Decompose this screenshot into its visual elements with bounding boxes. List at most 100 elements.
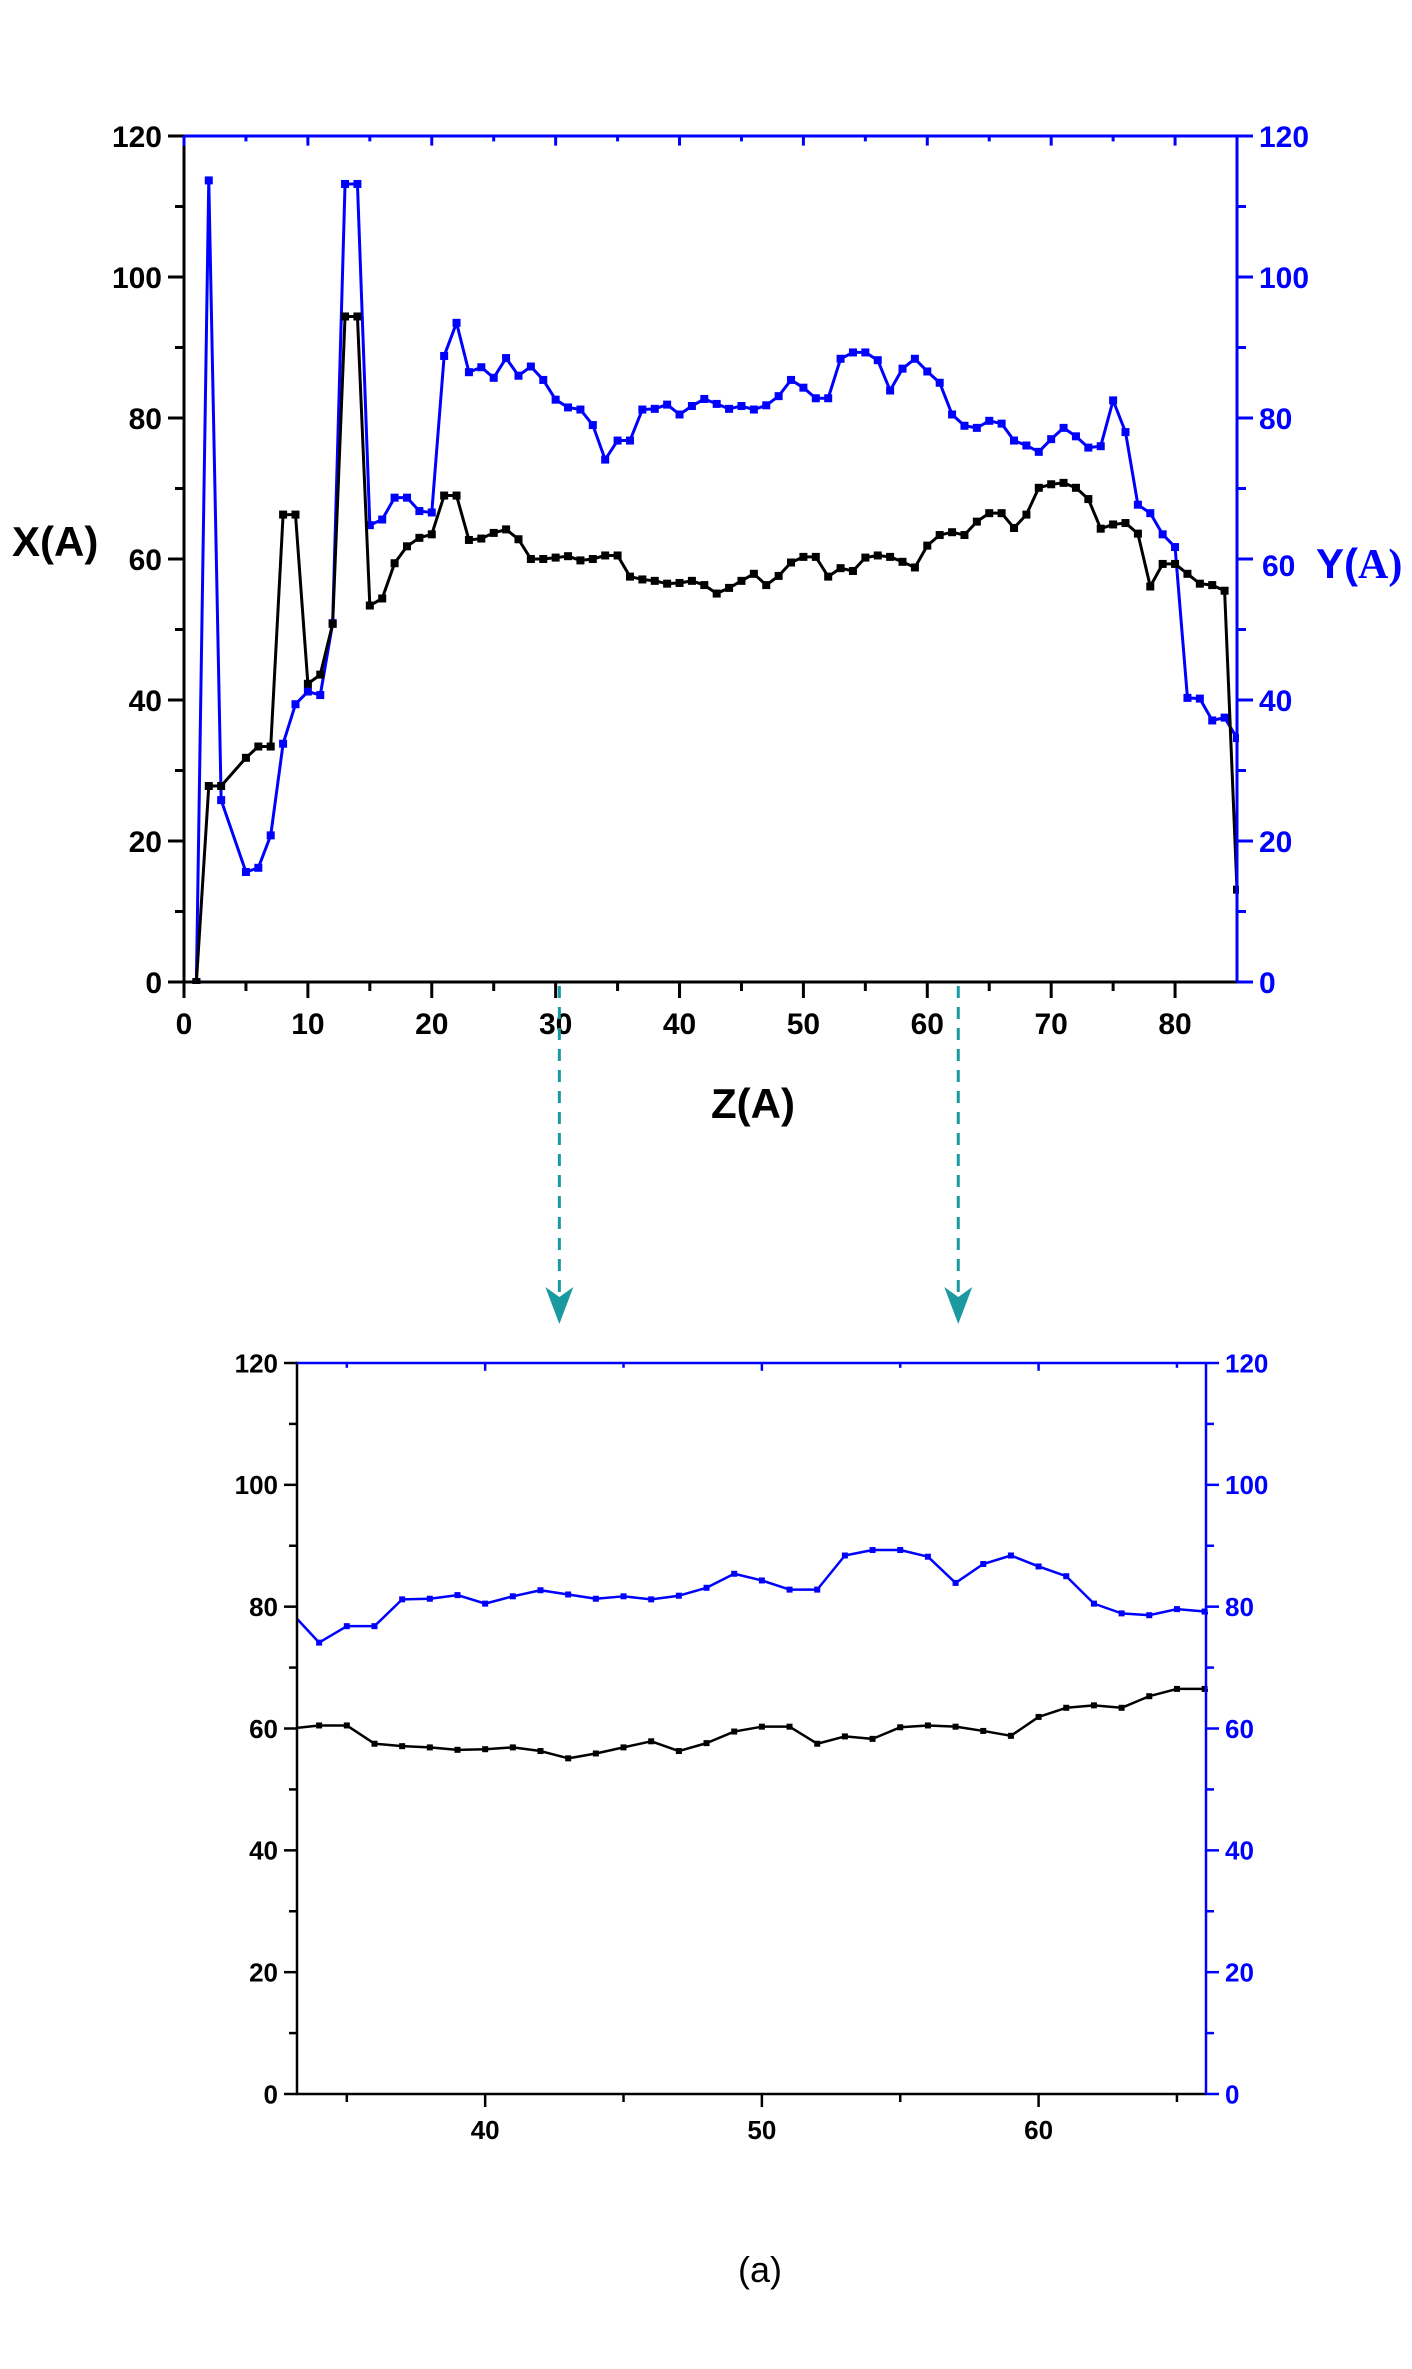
right-y-tick-label: 0 <box>1225 2079 1239 2109</box>
data-point-marker <box>279 739 288 748</box>
left-y-tick-label: 120 <box>235 1348 278 1378</box>
data-point-marker <box>1063 1573 1070 1580</box>
data-point-marker <box>178 1571 184 1577</box>
data-point-marker <box>897 1547 904 1554</box>
data-point-marker <box>712 399 721 408</box>
data-point-marker <box>737 576 746 585</box>
data-point-marker <box>811 394 820 403</box>
data-point-marker <box>997 419 1006 428</box>
data-point-marker <box>1195 694 1204 703</box>
data-point-marker <box>620 1593 627 1600</box>
data-point-marker <box>1007 1552 1014 1559</box>
data-point-marker <box>762 581 771 590</box>
data-point-marker <box>650 404 659 413</box>
data-point-marker <box>539 555 548 563</box>
data-point-marker <box>1133 529 1142 538</box>
data-point-marker <box>1220 586 1229 595</box>
data-point-marker <box>1146 509 1155 518</box>
series-xa-line <box>192 312 1239 984</box>
data-point-marker <box>588 555 597 563</box>
data-point-marker <box>539 375 548 384</box>
data-point-marker <box>886 386 895 395</box>
data-point-marker <box>95 1700 101 1706</box>
data-point-marker <box>700 581 709 590</box>
data-point-marker <box>291 700 300 709</box>
data-point-marker <box>749 569 758 578</box>
data-point-marker <box>712 589 721 598</box>
data-point-marker <box>1121 519 1130 528</box>
data-point-marker <box>1063 1704 1070 1711</box>
data-point-marker <box>960 421 969 430</box>
data-point-marker <box>95 1552 101 1558</box>
data-point-marker <box>415 533 424 542</box>
data-point-marker <box>489 528 498 537</box>
data-point-marker <box>873 356 882 365</box>
data-point-marker <box>725 404 734 413</box>
inset-chart: 0 0 20 20 40 40 60 60 80 80 100 100 120 120 40 50 60 <box>12 1348 1318 2145</box>
data-point-marker <box>1208 716 1217 725</box>
right-y-tick-label: 60 <box>1225 1714 1254 1744</box>
data-point-marker <box>687 576 696 585</box>
x-tick-label: 20 <box>415 1008 448 1041</box>
data-point-marker <box>1201 1685 1208 1692</box>
right-y-tick-label: 120 <box>1225 1348 1268 1378</box>
data-point-marker <box>291 510 300 519</box>
series-ya-line <box>192 176 1239 984</box>
data-point-marker <box>924 1553 931 1560</box>
data-point-marker <box>731 1570 738 1577</box>
data-point-marker <box>279 510 288 519</box>
data-point-marker <box>749 405 758 414</box>
x-tick-label: 60 <box>911 1008 944 1041</box>
data-point-marker <box>948 528 957 537</box>
data-point-marker <box>836 564 845 573</box>
data-point-marker <box>39 1708 45 1714</box>
data-point-marker <box>980 1727 987 1734</box>
data-point-marker <box>935 378 944 387</box>
left-y-tick-label: 40 <box>129 685 162 718</box>
data-point-marker <box>758 1723 765 1730</box>
data-point-marker <box>241 753 250 762</box>
data-point-marker <box>687 402 696 411</box>
data-point-marker <box>960 531 969 540</box>
data-point-marker <box>675 1748 682 1755</box>
y-axis-title-left: X(A) <box>12 518 98 565</box>
data-point-marker <box>923 367 932 376</box>
data-point-marker <box>972 517 981 526</box>
data-point-marker <box>700 394 709 403</box>
data-point-marker <box>1171 543 1180 552</box>
left-y-tick-label: 20 <box>129 826 162 859</box>
data-point-marker <box>1257 1627 1263 1633</box>
left-y-tick-label: 100 <box>235 1470 278 1500</box>
data-point-marker <box>1047 435 1056 444</box>
data-point-marker <box>613 436 622 445</box>
data-point-marker <box>1312 1622 1318 1628</box>
arrow-head-icon <box>545 1287 574 1324</box>
data-point-marker <box>836 354 845 363</box>
data-point-marker <box>1090 1702 1097 1709</box>
x-tick-label: 50 <box>747 2115 776 2145</box>
data-point-marker <box>1010 523 1019 532</box>
data-point-marker <box>1047 480 1056 489</box>
data-point-marker <box>675 410 684 419</box>
data-point-marker <box>811 552 820 561</box>
series-ya-line <box>95 1547 1318 1646</box>
data-point-marker <box>1035 1713 1042 1720</box>
data-point-marker <box>824 394 833 403</box>
data-point-marker <box>814 1740 821 1747</box>
data-point-marker <box>910 563 919 572</box>
data-point-marker <box>1195 579 1204 588</box>
data-point-marker <box>266 831 275 840</box>
data-point-marker <box>122 1708 128 1714</box>
data-point-marker <box>786 1586 793 1593</box>
data-point-marker <box>1022 510 1031 519</box>
data-point-marker <box>841 1552 848 1559</box>
left-y-tick-label: 60 <box>129 544 162 577</box>
data-point-marker <box>440 351 449 360</box>
data-point-marker <box>150 1726 156 1732</box>
x-tick-label: 0 <box>176 1008 193 1041</box>
data-point-marker <box>841 1733 848 1740</box>
data-point-marker <box>12 1709 18 1715</box>
data-point-marker <box>1084 495 1093 504</box>
data-point-marker <box>980 1561 987 1568</box>
data-point-marker <box>824 572 833 581</box>
